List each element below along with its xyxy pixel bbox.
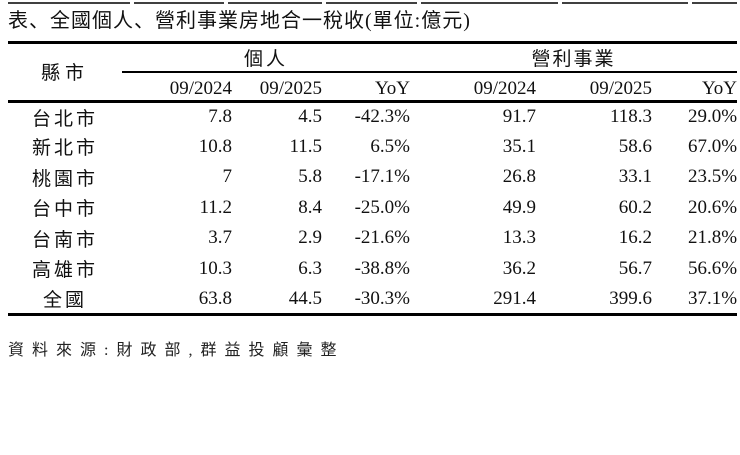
table-title: 表、全國個人、營利事業房地合一稅收(單位:億元) (8, 8, 737, 44)
table-row: 台北市 7.8 4.5 -42.3% 91.7 118.3 29.0% (8, 101, 737, 132)
value-cell: 291.4 (410, 284, 536, 316)
value-cell: 63.8 (122, 284, 232, 316)
value-cell: 11.5 (289, 135, 322, 157)
value-cell: 10.8 (198, 135, 232, 157)
value-cell: 29.0% (687, 106, 738, 127)
value-cell: 67.0% (687, 135, 738, 157)
value-cell: 35.1 (502, 135, 536, 157)
cropped-top-border (8, 2, 737, 4)
column-header-ind-yoy: YoY (322, 72, 410, 103)
value-cell: 5.8 (298, 166, 322, 188)
value-cell: 16.2 (618, 227, 652, 249)
city-cell: 桃園市 (31, 168, 98, 190)
city-cell: 台中市 (31, 199, 98, 221)
value-cell: 56.6% (687, 257, 738, 279)
table-row: 台中市 11.2 8.4 -25.0% 49.9 60.2 20.6% (8, 193, 737, 224)
rule-segment (228, 2, 322, 4)
value-cell: -38.8% (354, 257, 410, 279)
city-cell: 台南市 (31, 229, 98, 251)
table-row: 高雄市 10.3 6.3 -38.8% 36.2 56.7 56.6% (8, 254, 737, 285)
rule-segment (692, 2, 737, 4)
column-header-biz-092024: 09/2024 (410, 72, 536, 103)
city-cell: 高雄市 (31, 260, 98, 282)
rule-segment (421, 2, 558, 4)
value-cell: -42.3% (354, 106, 410, 127)
value-cell: 58.6 (618, 135, 652, 157)
rule-segment (134, 2, 224, 4)
value-cell: 7.8 (208, 106, 232, 127)
value-cell: 13.3 (502, 227, 536, 249)
value-cell: -21.6% (354, 227, 410, 249)
rule-segment (562, 2, 688, 4)
table-row: 台南市 3.7 2.9 -21.6% 13.3 16.2 21.8% (8, 223, 737, 254)
value-cell: 118.3 (609, 106, 652, 127)
rule-segment (8, 2, 130, 4)
city-cell: 新北市 (31, 138, 98, 160)
value-cell: 33.1 (618, 166, 652, 188)
value-cell: 56.7 (618, 257, 652, 279)
value-cell: -25.0% (354, 196, 410, 218)
tax-revenue-table: 縣市 個人 營利事業 09/2024 09/2025 YoY 09/2024 0… (8, 44, 738, 316)
column-header-biz-yoy: YoY (652, 72, 738, 103)
value-cell: 399.6 (536, 284, 652, 316)
column-header-biz-092025: 09/2025 (536, 72, 652, 103)
value-cell: 2.9 (298, 227, 322, 249)
table-row: 新北市 10.8 11.5 6.5% 35.1 58.6 67.0% (8, 132, 737, 163)
value-cell: 26.8 (502, 166, 536, 188)
value-cell: 6.3 (298, 257, 322, 279)
value-cell: 10.3 (198, 257, 232, 279)
value-cell: 23.5% (687, 166, 738, 188)
rule-segment (326, 2, 417, 4)
value-cell: 91.7 (502, 106, 536, 127)
city-cell: 全國 (8, 284, 122, 316)
column-group-individual: 個人 (122, 44, 410, 73)
value-cell: 8.4 (298, 196, 322, 218)
column-header-ind-092024: 09/2024 (122, 72, 232, 103)
column-header-ind-092025: 09/2025 (232, 72, 322, 103)
value-cell: 49.9 (502, 196, 536, 218)
city-cell: 台北市 (31, 108, 98, 130)
table-row-total: 全國 63.8 44.5 -30.3% 291.4 399.6 37.1% (8, 284, 738, 316)
value-cell: -17.1% (354, 166, 410, 188)
value-cell: 20.6% (687, 196, 738, 218)
value-cell: 7 (222, 166, 233, 188)
value-cell: 36.2 (502, 257, 536, 279)
value-cell: 3.7 (208, 227, 232, 249)
value-cell: 6.5% (370, 135, 410, 157)
source-note: 資料來源:財政部,群益投顧彙整 (8, 342, 345, 359)
value-cell: 60.2 (618, 196, 652, 218)
column-header-county: 縣市 (8, 44, 122, 103)
table-row: 桃園市 7 5.8 -17.1% 26.8 33.1 23.5% (8, 162, 737, 193)
value-cell: -30.3% (322, 284, 410, 316)
value-cell: 4.5 (298, 106, 322, 127)
column-group-business: 營利事業 (410, 44, 738, 73)
value-cell: 11.2 (199, 196, 232, 218)
value-cell: 21.8% (687, 227, 738, 249)
value-cell: 37.1% (652, 284, 738, 316)
value-cell: 44.5 (232, 284, 322, 316)
